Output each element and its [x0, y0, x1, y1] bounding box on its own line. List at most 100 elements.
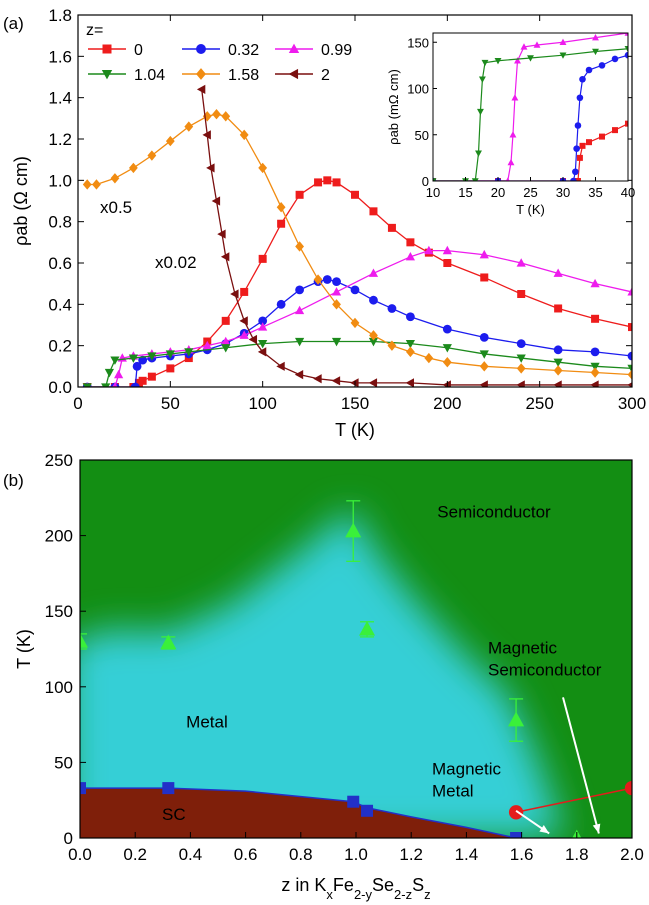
y-tick-label: 0.4 — [48, 295, 72, 314]
data-point — [258, 254, 267, 263]
data-point — [220, 252, 230, 262]
data-point — [294, 370, 304, 380]
data-point — [553, 365, 563, 376]
data-point — [331, 287, 342, 296]
data-point — [258, 322, 268, 331]
x-tick-label: 15 — [458, 185, 472, 200]
data-point — [509, 131, 517, 138]
region-label-magnetic-metal: Magnetic Metal — [432, 759, 501, 800]
series-a-1.58 — [82, 109, 632, 380]
data-point — [295, 190, 304, 199]
data-point — [240, 287, 249, 296]
data-point — [202, 340, 212, 350]
region-label-metal: Metal — [186, 713, 228, 732]
data-point — [591, 314, 600, 323]
data-point — [520, 43, 528, 50]
legend-label: 1.04 — [134, 67, 165, 84]
data-point — [574, 178, 581, 181]
data-point — [258, 162, 268, 174]
arrow-magnetic-metal-head — [539, 825, 550, 834]
series-a-2 — [196, 84, 632, 387]
data-point — [368, 378, 378, 387]
legend-marker — [196, 68, 206, 80]
x-axis-label: T (K) — [335, 420, 375, 440]
data-point — [479, 333, 489, 342]
data-point — [405, 340, 415, 349]
x-tick-label: 0 — [73, 394, 82, 413]
series-inset-0.99 — [433, 33, 628, 181]
data-point — [516, 354, 526, 363]
data-point — [478, 76, 486, 83]
data-point — [332, 277, 341, 286]
data-point — [627, 364, 632, 374]
series-a-0.99 — [84, 245, 632, 387]
data-point — [332, 299, 341, 310]
y-tick-label: 1.8 — [48, 6, 72, 25]
tc-point — [347, 795, 360, 808]
data-point — [211, 196, 221, 206]
mi-point — [80, 633, 89, 648]
data-point — [387, 223, 396, 232]
data-point — [599, 133, 605, 140]
data-point — [590, 367, 600, 378]
data-point — [82, 383, 92, 387]
data-point — [239, 316, 248, 326]
data-point — [221, 316, 230, 325]
data-point — [101, 383, 111, 387]
data-point — [590, 347, 600, 357]
data-point — [628, 323, 632, 332]
x-tick-label: 10 — [426, 185, 440, 200]
legend-label: 2 — [321, 67, 330, 84]
y-axis-label: ρab (Ω cm) — [11, 156, 31, 246]
data-point — [442, 357, 452, 368]
y-tick-label: 0.2 — [48, 337, 72, 356]
data-point — [313, 274, 323, 285]
y-tick-label: 150 — [45, 602, 73, 621]
y-axis-label: ρab (mΩ cm) — [386, 69, 401, 145]
y-tick-label: 50 — [415, 128, 429, 143]
y-tick-label: 200 — [45, 527, 73, 546]
data-point — [112, 382, 118, 387]
data-point — [331, 337, 342, 347]
series-line — [433, 48, 628, 181]
y-tick-label: 0.6 — [48, 254, 72, 273]
data-point — [314, 178, 323, 187]
x-tick-label: 0.4 — [179, 845, 203, 864]
data-point — [627, 351, 632, 361]
data-point — [592, 34, 599, 41]
mi-point — [345, 522, 362, 538]
y-tick-label: 0 — [64, 829, 73, 848]
x-tick-label: 30 — [556, 185, 570, 200]
legend-marker — [101, 69, 113, 80]
annotation-x002: x0.02 — [155, 253, 197, 272]
data-point — [350, 285, 360, 295]
data-point — [479, 380, 488, 387]
legend: z= 0 0.32 0.99 1.04 1.58 2 — [86, 22, 352, 84]
data-point — [517, 290, 526, 298]
data-point — [114, 369, 124, 379]
data-point — [553, 380, 562, 387]
data-point — [481, 59, 489, 67]
legend-marker — [196, 44, 206, 54]
data-point — [516, 339, 526, 348]
data-point — [138, 376, 147, 385]
data-point — [424, 245, 434, 255]
data-point — [110, 173, 120, 184]
x-tick-label: 1.2 — [399, 845, 423, 864]
inset-panel: 10 15 20 25 30 35 40 0 50 100 150 T (K) ρab (mΩ cm) — [386, 32, 635, 217]
data-point — [165, 350, 175, 359]
data-point — [625, 120, 628, 127]
data-point — [295, 285, 304, 295]
inset-background — [433, 33, 628, 181]
data-point — [129, 162, 138, 174]
data-point — [442, 324, 452, 334]
data-point — [331, 376, 341, 386]
data-point — [406, 346, 415, 358]
region-label-sc: SC — [162, 805, 186, 824]
tn-point — [508, 805, 524, 820]
data-point — [239, 330, 249, 339]
x-tick-label: 150 — [341, 394, 369, 413]
series-line — [87, 340, 632, 387]
panel-b-label: (b) — [3, 471, 24, 490]
